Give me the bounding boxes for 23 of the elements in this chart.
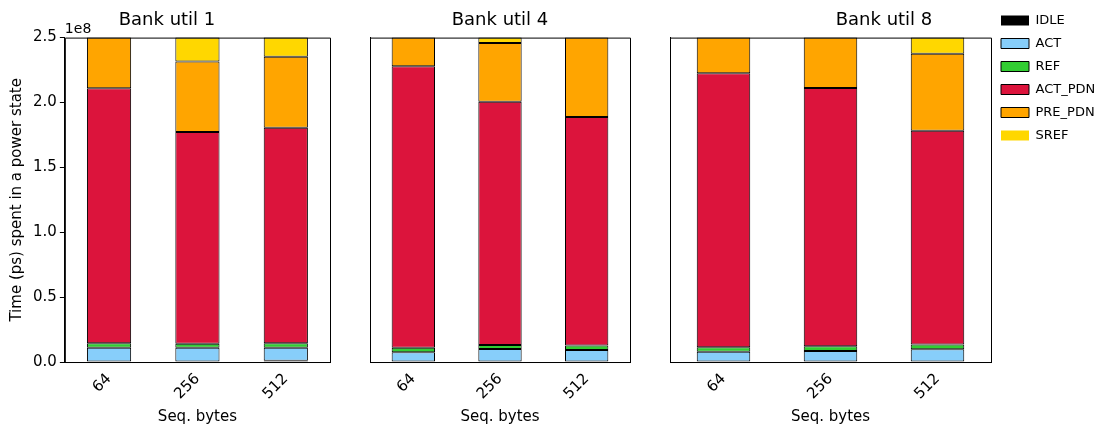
x-tick-label: 64 xyxy=(702,369,730,396)
y-tick-label: 2.5 xyxy=(33,27,57,46)
y-tick-label: 0.5 xyxy=(33,287,57,306)
x-tick-label: 64 xyxy=(88,369,115,396)
text: 1e8 xyxy=(64,20,92,37)
legend-label: IDLE xyxy=(1035,11,1065,27)
x-tick-label: 64 xyxy=(392,369,419,396)
legend-label: PRE_PDN xyxy=(1035,103,1095,119)
legend-label: ACT xyxy=(1035,34,1062,50)
y-tick-label: 1.5 xyxy=(33,157,57,176)
chart-title: Bank util 8 xyxy=(835,8,933,30)
legend-label: SREF xyxy=(1035,126,1069,142)
x-axis-title: Seq. bytes xyxy=(460,406,540,425)
y-axis-title: Time (ps) spent in a power state xyxy=(6,78,25,323)
y-tick-label: 0.0 xyxy=(33,351,57,370)
x-axis-title: Seq. bytes xyxy=(157,406,238,425)
chart-title: Bank util 1 xyxy=(118,8,216,30)
y-tick-label: 1.0 xyxy=(33,222,57,241)
x-axis-title: Seq. bytes xyxy=(790,406,871,425)
legend-label: ACT_PDN xyxy=(1035,80,1096,96)
y-tick-label: 2.0 xyxy=(33,92,57,111)
chart-title: Bank util 4 xyxy=(451,8,549,30)
legend-label: REF xyxy=(1035,57,1061,73)
